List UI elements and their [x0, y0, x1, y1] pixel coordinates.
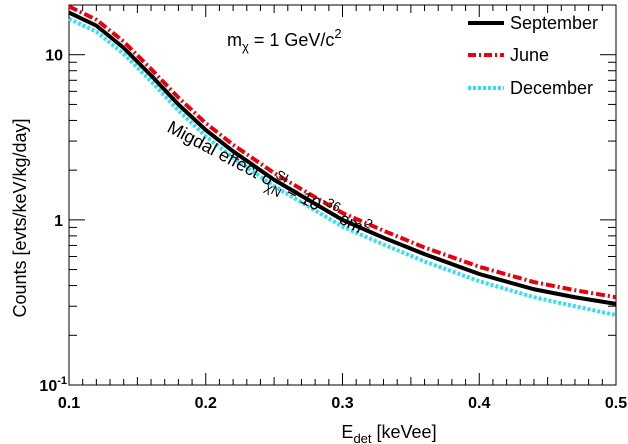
y-tick-label: 1 — [54, 213, 63, 230]
x-axis-title: Edet [keVee] — [341, 422, 436, 444]
x-tick-label: 0.1 — [58, 395, 80, 412]
x-tick-labels: 0.1 0.2 0.3 0.4 0.5 — [58, 395, 627, 412]
y-tick-label: 10-1 — [39, 375, 67, 395]
x-tick-label: 0.2 — [195, 395, 217, 412]
legend-label-december: December — [510, 78, 593, 98]
x-tick-label: 0.4 — [468, 395, 490, 412]
legend: September June December — [468, 13, 598, 98]
series-layer — [68, 4, 617, 318]
series-line-september — [68, 10, 617, 306]
axis-ticks — [68, 4, 617, 386]
migdal-annotation: Migdal effect σSIχN = 10-36 cm2 — [162, 112, 376, 245]
y-tick-label: 10 — [45, 48, 63, 65]
x-tick-label: 0.3 — [331, 395, 353, 412]
x-tick-label: 0.5 — [605, 395, 627, 412]
y-tick-labels: 10-1 1 10 — [39, 48, 67, 395]
series-line-december — [68, 16, 617, 318]
y-axis-title: Counts [evts/keV/kg/day] — [10, 118, 30, 317]
legend-label-june: June — [510, 45, 549, 65]
series-line-june — [68, 4, 617, 300]
mass-annotation: mχ = 1 GeV/c2 — [227, 26, 342, 54]
legend-label-september: September — [510, 13, 598, 33]
